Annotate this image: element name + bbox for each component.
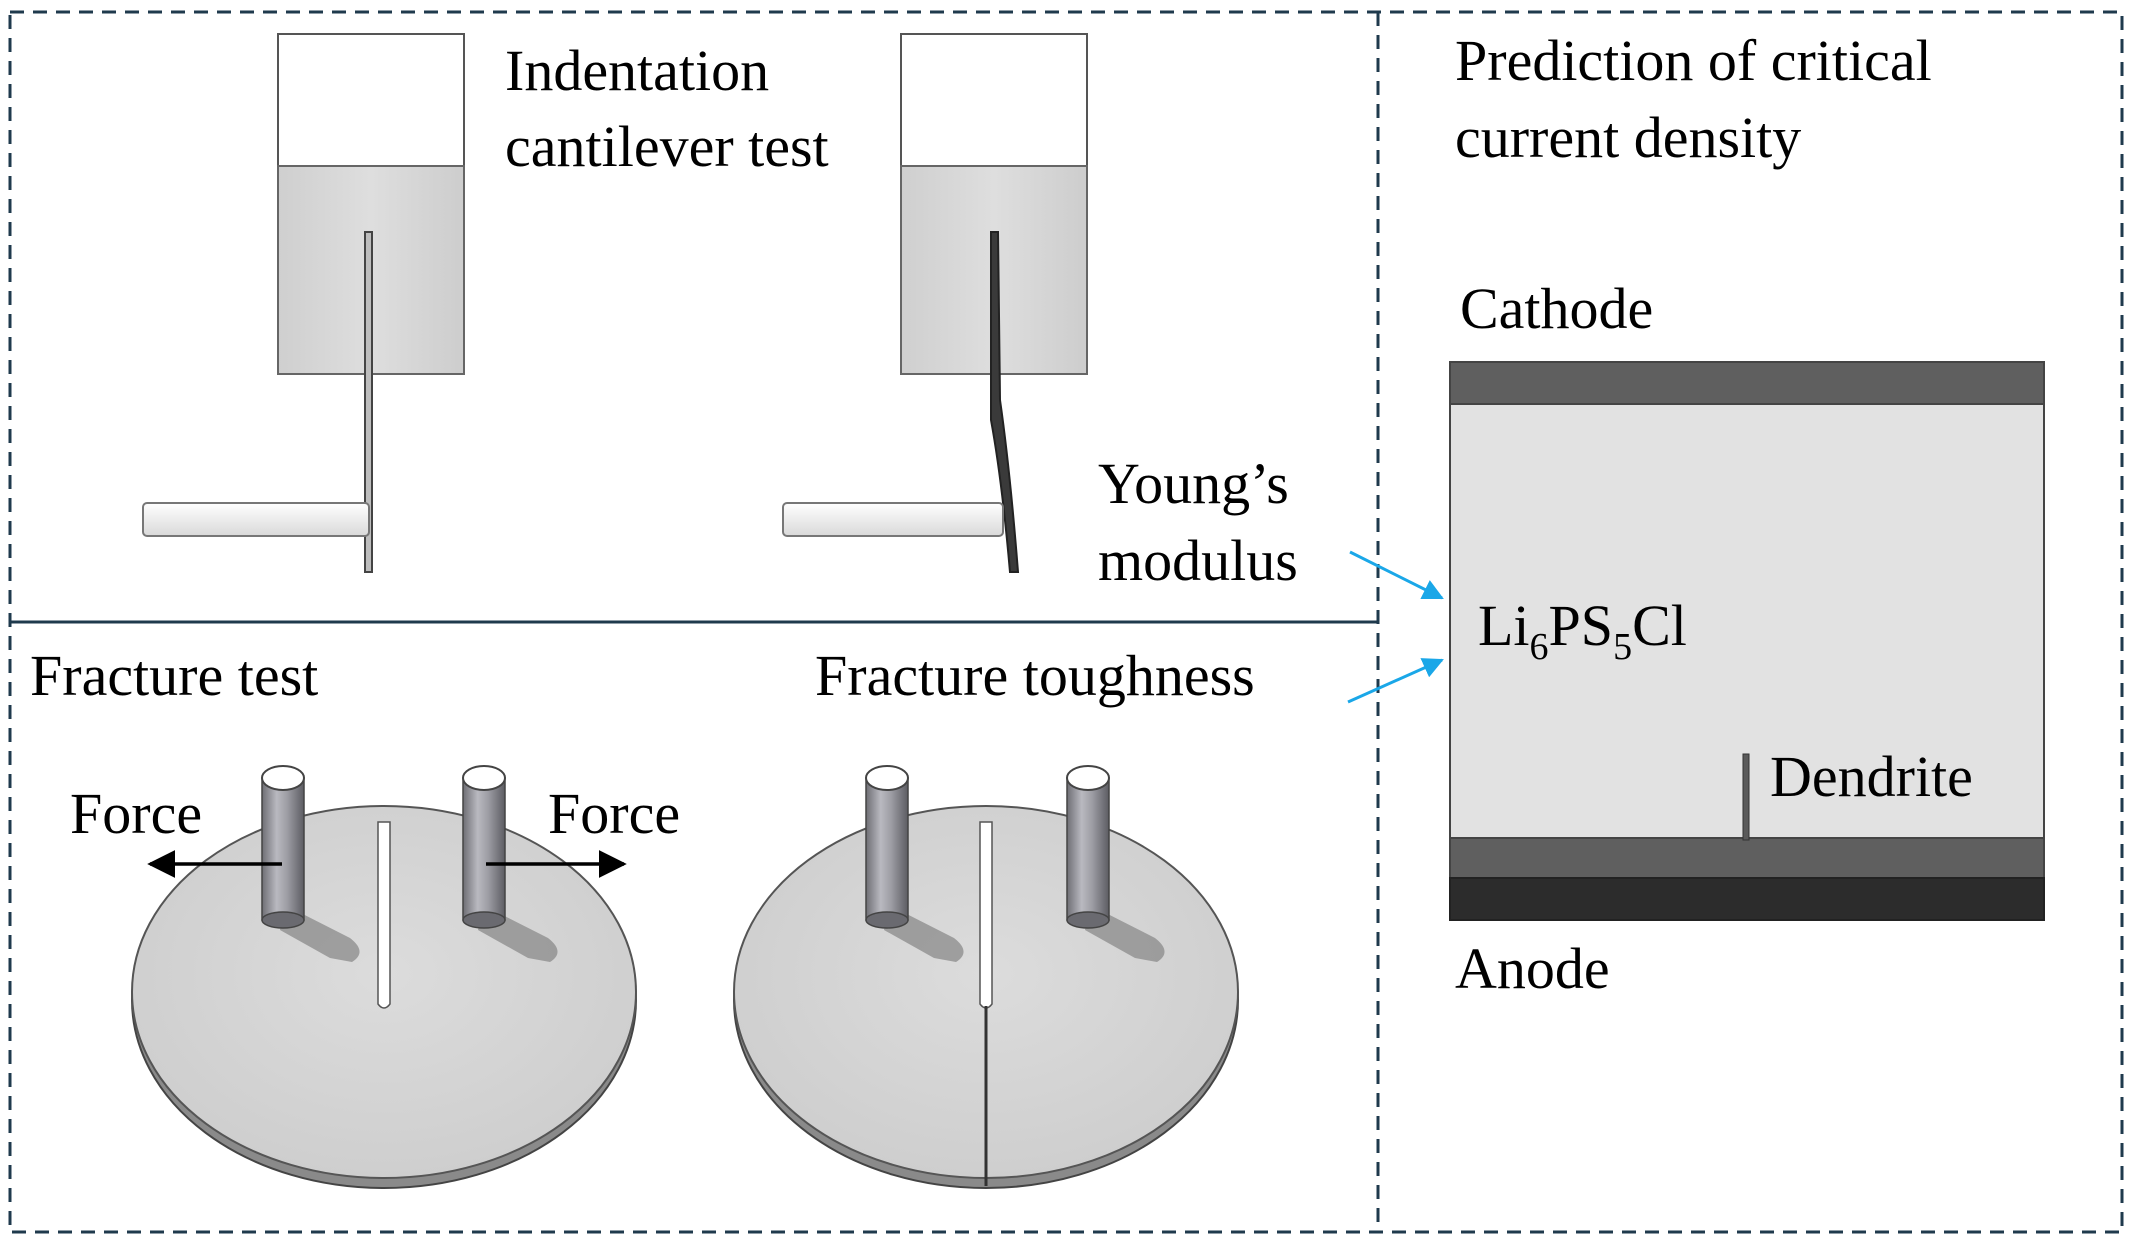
youngs-modulus-label-line1: Young’s [1098, 451, 1289, 516]
youngs-modulus-arrow [1349, 550, 1444, 600]
cantilever-beam [364, 231, 373, 573]
anode-label: Anode [1455, 936, 1610, 1001]
fracture-disc-cracked [733, 765, 1239, 1189]
cantilever-undeformed [142, 33, 465, 573]
pin-left [865, 765, 909, 929]
pin-left [261, 765, 305, 929]
cathode-label: Cathode [1460, 276, 1653, 341]
property-links: Young’s modulus Fracture toughness [815, 451, 1444, 708]
disc-notch [979, 821, 993, 1009]
fracture-title: Fracture test [30, 643, 318, 708]
indentation-title-line2: cantilever test [505, 114, 829, 179]
indenter-block [277, 33, 465, 167]
indenter-tip [782, 502, 1004, 537]
prediction-title-line1: Prediction of critical [1455, 28, 1932, 93]
fracture-toughness-label: Fracture toughness [815, 643, 1255, 708]
prediction-panel: Prediction of critical current density C… [1449, 28, 2045, 1001]
indenter-tip [142, 502, 370, 537]
force-label-left: Force [70, 781, 202, 846]
force-label-right: Force [548, 781, 680, 846]
youngs-modulus-label-line2: modulus [1098, 528, 1298, 593]
cantilever-deformed [782, 33, 1088, 573]
disc-notch [377, 821, 391, 1009]
indentation-title-line1: Indentation [505, 38, 769, 103]
indentation-panel: Indentation cantilever test [142, 33, 1088, 573]
bent-cantilever-beam [990, 231, 1020, 573]
panel-borders [8, 10, 2124, 1234]
pin-right [1066, 765, 1110, 929]
fracture-disc-notched: Force Force [70, 765, 680, 1189]
pin-right [462, 765, 506, 929]
indenter-block [900, 33, 1088, 167]
anode-layer [1449, 877, 2045, 921]
fracture-panel: Fracture test Force Force [30, 643, 1239, 1189]
prediction-title-line2: current density [1455, 105, 1801, 170]
dendrite [1742, 753, 1750, 841]
anode-interlayer [1449, 837, 2045, 879]
fracture-toughness-arrow [1347, 658, 1444, 704]
dendrite-label: Dendrite [1770, 744, 1973, 809]
electrolyte-formula: Li6PS5Cl [1478, 593, 1687, 668]
cathode-layer [1449, 361, 2045, 405]
